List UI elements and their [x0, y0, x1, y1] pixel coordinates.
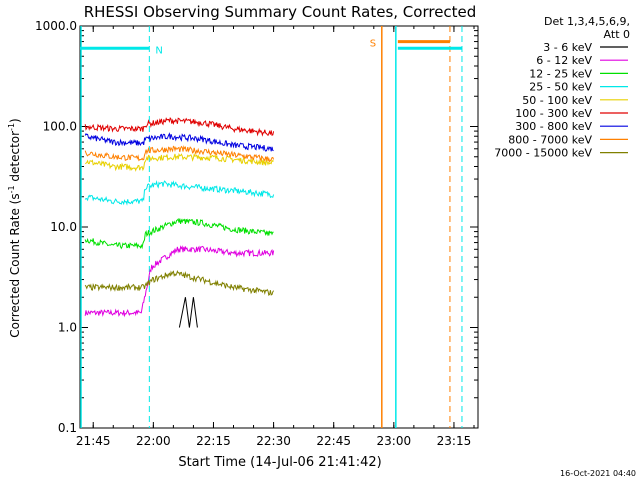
- legend-label: 3 - 6 keV: [543, 41, 592, 54]
- y-tick-label: 1.0: [58, 321, 77, 335]
- y-axis-label-mid: detector: [8, 131, 22, 186]
- y-tick-label: 100.0: [43, 120, 77, 134]
- series-line: [84, 179, 275, 206]
- series-line: [178, 297, 198, 328]
- y-tick-label: 0.1: [58, 421, 77, 435]
- x-tick-label: 21:45: [76, 434, 111, 448]
- legend-label: 50 - 100 keV: [522, 94, 592, 107]
- y-tick-label: 1000.0: [35, 19, 77, 33]
- x-axis: 21:45 22:00 22:15 22:30 22:45 23:00 23:15: [76, 26, 475, 448]
- pointing-annotations: NS: [80, 26, 463, 428]
- chart-title: RHESSI Observing Summary Count Rates, Co…: [84, 3, 477, 21]
- legend-label: 25 - 50 keV: [529, 81, 592, 94]
- legend-label: 100 - 300 keV: [515, 107, 592, 120]
- x-tick-label: 22:45: [316, 434, 351, 448]
- timestamp: 16-Oct-2021 04:40: [560, 469, 636, 478]
- legend-label: 300 - 800 keV: [515, 120, 592, 133]
- y-tick-label: 10.0: [50, 220, 77, 234]
- y-axis-label-end: ): [8, 118, 22, 123]
- legend-header-2: Att 0: [604, 28, 630, 41]
- series-line: [84, 152, 274, 172]
- x-tick-label: 23:00: [377, 434, 412, 448]
- annotation-label: N: [155, 45, 162, 56]
- legend-header-1: Det 1,3,4,5,6,9,: [544, 15, 630, 28]
- series-line: [84, 116, 275, 137]
- y-axis-label-sup2: -1: [7, 123, 16, 131]
- x-axis-label: Start Time (14-Jul-06 21:41:42): [178, 455, 381, 470]
- x-tick-label: 22:15: [196, 434, 231, 448]
- x-tick-label: 23:15: [437, 434, 472, 448]
- series-line: [84, 269, 275, 296]
- y-axis-label-main: Corrected Count Rate (s: [8, 193, 22, 337]
- y-axis-label-sup1: -1: [7, 185, 16, 193]
- series-line: [84, 245, 275, 318]
- annotation-label: S: [370, 39, 376, 50]
- x-tick-label: 22:00: [136, 434, 171, 448]
- legend-label: 12 - 25 keV: [529, 67, 592, 80]
- series-line: [84, 145, 275, 163]
- series-line: [84, 132, 274, 152]
- legend-label: 800 - 7000 keV: [508, 133, 592, 146]
- x-tick-label: 22:30: [256, 434, 291, 448]
- legend-label: 7000 - 15000 keV: [494, 147, 592, 160]
- series-line: [84, 217, 274, 250]
- series-group: [84, 116, 275, 328]
- legend-label: 6 - 12 keV: [536, 54, 592, 67]
- y-axis-label: Corrected Count Rate (s-1 detector-1): [7, 118, 22, 337]
